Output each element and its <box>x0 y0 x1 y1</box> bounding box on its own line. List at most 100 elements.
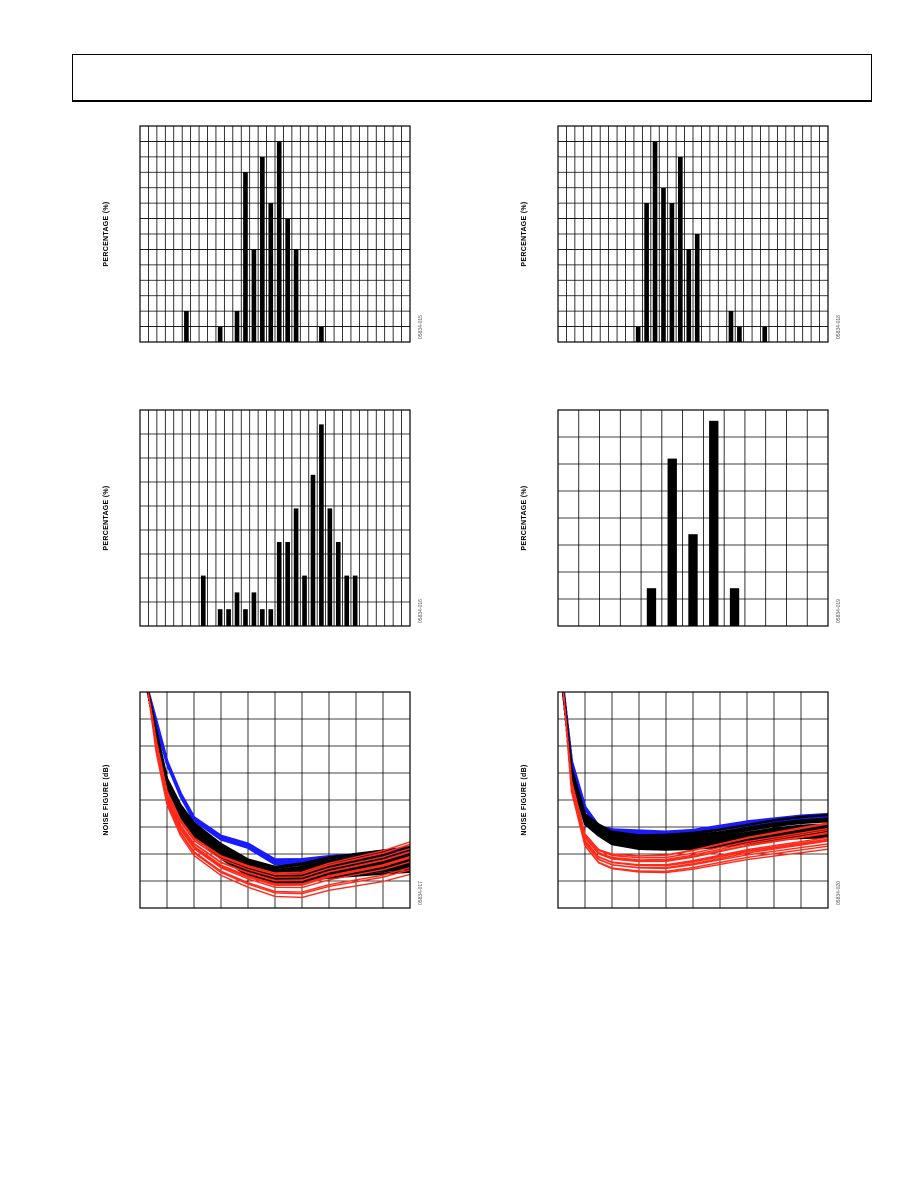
y-axis-label: PERCENTAGE (%) <box>103 201 110 267</box>
figure-id: 05834-015 <box>418 315 424 339</box>
histogram-bar <box>226 609 231 626</box>
histogram-bar <box>268 609 274 626</box>
histogram-bar <box>184 311 189 342</box>
noise-figure-curve <box>562 692 828 848</box>
plot-area <box>557 125 829 343</box>
noise-figure-curve <box>147 692 410 895</box>
histogram-bar <box>293 249 299 342</box>
histogram-bar <box>729 588 740 626</box>
histogram-bar <box>669 203 675 342</box>
curve-group <box>146 692 410 899</box>
noise-figure-curve <box>146 692 410 880</box>
histogram-bar <box>243 609 248 626</box>
noise-figure-curve <box>562 692 828 867</box>
histogram-bar <box>260 156 265 342</box>
plot-area <box>139 125 411 343</box>
histogram-bar <box>268 203 274 342</box>
figure-id: 05834-020 <box>836 881 842 905</box>
histogram-bar <box>652 141 658 342</box>
histogram-bar <box>276 141 282 342</box>
histogram-bar <box>217 609 223 626</box>
histogram-bar <box>737 326 742 342</box>
noise-figure-curve <box>562 692 828 844</box>
figure-id: 05834-018 <box>836 315 842 339</box>
plot-area <box>557 409 829 627</box>
noise-figure-curve <box>561 692 828 835</box>
plot-frame <box>139 409 411 627</box>
noise-figure-curve <box>146 692 410 869</box>
histogram-bar <box>251 592 257 626</box>
plot-frame <box>139 125 411 343</box>
histogram-bar <box>260 609 265 626</box>
plot-area <box>139 691 411 909</box>
plot-area <box>139 409 411 627</box>
histogram-bar <box>646 588 657 626</box>
grid <box>558 126 828 342</box>
plot-frame <box>557 691 829 909</box>
noise-figure-curve <box>561 692 828 834</box>
noise-figure-curve <box>561 692 828 834</box>
histogram-bar <box>302 575 307 626</box>
curve-group <box>561 692 828 874</box>
noise-figure-curve <box>146 692 410 880</box>
noise-figure-curve <box>147 692 410 876</box>
noise-figure-curve <box>562 692 828 839</box>
histogram-bar <box>686 249 692 342</box>
noise-figure-curve <box>147 692 410 899</box>
noise-figure-curve <box>147 692 410 885</box>
histogram-bar <box>285 218 290 342</box>
histogram-bar <box>310 474 316 626</box>
histogram-bar <box>234 592 240 626</box>
grid <box>140 410 410 626</box>
plot-frame <box>139 691 411 909</box>
histogram-bar <box>344 575 350 626</box>
histogram-bar <box>694 234 700 342</box>
histogram-bar <box>276 542 282 626</box>
noise-figure-curve <box>562 692 828 837</box>
histogram-bar <box>327 508 333 626</box>
histogram-bar <box>335 542 341 626</box>
figure-id: 05834-016 <box>418 599 424 623</box>
histogram-bar <box>285 542 290 626</box>
histogram-bar <box>251 249 257 342</box>
histogram-bar <box>709 420 719 626</box>
histogram-bar <box>678 156 683 342</box>
histogram-bar <box>319 326 324 342</box>
y-axis-label: PERCENTAGE (%) <box>521 485 528 551</box>
grid <box>140 126 410 342</box>
noise-figure-curve <box>562 692 828 862</box>
noise-figure-curve <box>146 692 410 880</box>
histogram-bar <box>667 458 677 626</box>
histogram-bar <box>319 424 324 626</box>
histogram-bar <box>762 326 768 342</box>
noise-figure-curve <box>146 692 410 881</box>
grid <box>558 692 828 908</box>
histogram-bar <box>352 575 358 626</box>
histogram-bar <box>661 187 666 342</box>
noise-figure-curve <box>147 692 410 878</box>
figure-id: 05834-017 <box>418 881 424 905</box>
histogram-bar <box>200 575 206 626</box>
noise-figure-curve <box>561 692 828 836</box>
page-header-box <box>72 54 872 102</box>
noise-figure-curve <box>562 692 828 873</box>
histogram-bar <box>688 534 698 626</box>
noise-figure-curve <box>146 692 410 878</box>
y-axis-label: NOISE FIGURE (dB) <box>521 764 528 836</box>
histogram-bar <box>644 203 649 342</box>
histogram-bar <box>635 326 641 342</box>
histogram-bar <box>234 311 240 342</box>
histogram-bar <box>293 508 299 626</box>
plot-area <box>557 691 829 909</box>
histogram-bar <box>217 326 223 342</box>
noise-figure-curve <box>146 692 410 880</box>
noise-figure-curve <box>561 692 828 836</box>
y-axis-label: PERCENTAGE (%) <box>521 201 528 267</box>
y-axis-label: PERCENTAGE (%) <box>103 485 110 551</box>
y-axis-label: NOISE FIGURE (dB) <box>103 764 110 836</box>
histogram-bar <box>728 311 734 342</box>
plot-frame <box>557 409 829 627</box>
figure-id: 05834-019 <box>836 599 842 623</box>
plot-frame <box>557 125 829 343</box>
histogram-bar <box>243 172 248 342</box>
